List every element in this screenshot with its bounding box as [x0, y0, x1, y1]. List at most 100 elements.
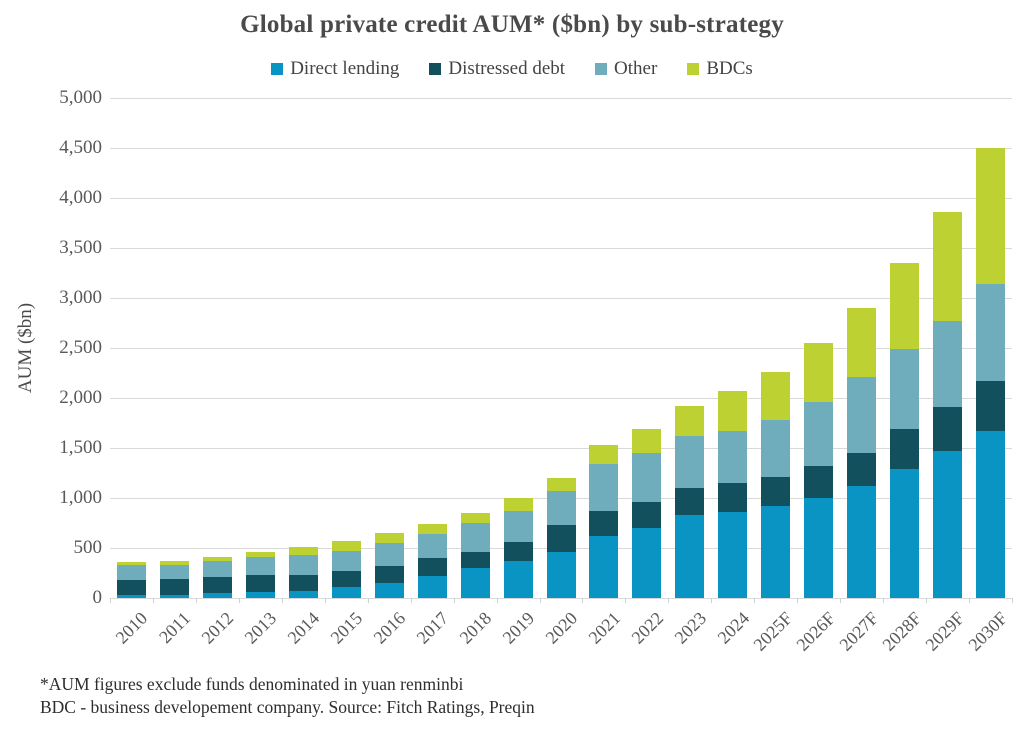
bar-2028F-direct-lending [890, 468, 920, 598]
bar-2012-bdcs [202, 557, 232, 561]
bar-2030F-bdcs [976, 147, 1006, 284]
bar-2013-bdcs [245, 551, 275, 557]
chart-footnotes: *AUM figures exclude funds denominated i… [40, 673, 535, 719]
x-tick-mark [711, 598, 713, 603]
bar-2018-distressed-debt [460, 552, 490, 568]
bar-2021-direct-lending [589, 536, 619, 598]
bar-2011-bdcs [159, 561, 189, 565]
legend-swatch-icon [271, 63, 284, 75]
x-tick-mark [1012, 598, 1013, 603]
bar-2029F-distressed-debt [933, 406, 963, 451]
legend-label: Distressed debt [448, 58, 566, 79]
bar-2023-bdcs [675, 405, 705, 436]
gridline-3500 [110, 247, 1012, 249]
bar-2027F-bdcs [847, 307, 877, 377]
x-tick-mark [324, 598, 326, 603]
bar-2017-bdcs [417, 524, 447, 534]
bar-2019-other [503, 510, 533, 542]
bar-2011-direct-lending [159, 594, 189, 598]
y-tick-label-4500: 4,500 [59, 137, 102, 158]
x-tick-mark [496, 598, 498, 603]
bar-2021-distressed-debt [589, 510, 619, 536]
bar-2025F-other [761, 419, 791, 477]
plot-area [110, 97, 1013, 603]
gridline-0 [110, 597, 1012, 599]
bar-2028F-other [890, 348, 920, 429]
bar-2014-direct-lending [288, 590, 318, 598]
bar-2015-bdcs [331, 541, 361, 551]
bar-2012-other [202, 561, 232, 577]
legend-item-direct-lending: Direct lending [271, 58, 399, 80]
bar-2027F-distressed-debt [847, 452, 877, 486]
bar-2024-bdcs [718, 391, 748, 431]
bar-2028F-bdcs [890, 263, 920, 349]
bar-2030F-direct-lending [976, 431, 1006, 598]
gridline-4500 [110, 147, 1012, 149]
bar-2016-distressed-debt [374, 565, 404, 583]
bar-2023-distressed-debt [675, 488, 705, 515]
bar-2015-direct-lending [331, 587, 361, 598]
x-tick-mark [110, 598, 111, 603]
bar-2020-direct-lending [546, 552, 576, 598]
bar-2019-distressed-debt [503, 542, 533, 561]
y-tick-label-1000: 1,000 [59, 487, 102, 508]
chart-title: Global private credit AUM* ($bn) by sub-… [240, 11, 784, 38]
x-tick-mark [195, 598, 197, 603]
bar-2014-distressed-debt [288, 574, 318, 591]
bar-2029F-other [933, 320, 963, 407]
bar-2030F-distressed-debt [976, 380, 1006, 431]
legend-item-bdcs: BDCs [687, 58, 753, 80]
bar-2026F-other [804, 401, 834, 466]
bar-2025F-bdcs [761, 372, 791, 420]
legend-label: BDCs [706, 58, 753, 79]
x-tick-mark [582, 598, 584, 603]
bar-2012-direct-lending [202, 593, 232, 598]
gridline-4000 [110, 197, 1012, 199]
bar-2014-bdcs [288, 547, 318, 555]
y-tick-label-1500: 1,500 [59, 437, 102, 458]
footnote-source: BDC - business developement company. Sou… [40, 697, 535, 717]
x-tick-mark [152, 598, 154, 603]
legend-swatch-icon [595, 63, 608, 75]
legend-item-distressed-debt: Distressed debt [429, 58, 565, 80]
bar-2024-other [718, 430, 748, 483]
y-tick-label-2500: 2,500 [59, 337, 102, 358]
bar-2022-bdcs [632, 428, 662, 453]
bar-2023-other [675, 435, 705, 488]
footnote-aum: *AUM figures exclude funds denominated i… [40, 674, 464, 694]
x-tick-mark [797, 598, 799, 603]
gridline-5000 [110, 97, 1012, 99]
bar-2021-other [589, 464, 619, 511]
bar-2020-other [546, 490, 576, 525]
bar-2016-other [374, 542, 404, 566]
x-tick-mark [668, 598, 670, 603]
bar-2018-direct-lending [460, 567, 490, 598]
bar-2021-bdcs [589, 444, 619, 464]
gridline-2500 [110, 347, 1012, 349]
x-tick-mark [926, 598, 928, 603]
bar-2029F-direct-lending [933, 451, 963, 598]
bar-2022-other [632, 452, 662, 502]
y-tick-label-5000: 5,000 [59, 87, 102, 108]
chart-legend: Direct lending Distressed debt Other BDCs [0, 58, 1024, 80]
bar-2010-distressed-debt [116, 579, 146, 595]
x-tick-mark [238, 598, 240, 603]
bar-2015-distressed-debt [331, 570, 361, 587]
x-tick-mark [539, 598, 541, 603]
x-tick-mark [840, 598, 842, 603]
bar-2022-direct-lending [632, 528, 662, 598]
bar-2016-bdcs [374, 532, 404, 543]
y-tick-label-2000: 2,000 [59, 387, 102, 408]
x-tick-mark [367, 598, 369, 603]
gridline-2000 [110, 397, 1012, 399]
bar-2026F-bdcs [804, 343, 834, 402]
bar-2029F-bdcs [933, 211, 963, 321]
gridline-3000 [110, 297, 1012, 299]
y-tick-label-500: 500 [73, 537, 103, 558]
x-tick-mark [453, 598, 455, 603]
bar-2020-distressed-debt [546, 525, 576, 552]
y-tick-label-3000: 3,000 [59, 287, 102, 308]
y-tick-label-0: 0 [92, 587, 103, 608]
bar-2019-bdcs [503, 497, 533, 511]
x-tick-mark [281, 598, 283, 603]
